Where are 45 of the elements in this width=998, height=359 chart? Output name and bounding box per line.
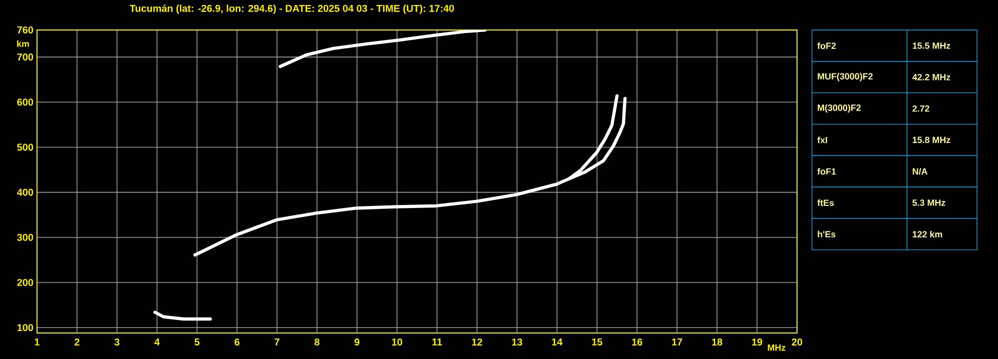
x-tick-label: 2 [74, 338, 80, 346]
x-tick-label: 18 [712, 338, 722, 346]
x-tick-label: 4 [154, 338, 160, 346]
chart-title: Tucumán (lat: -26.9, lon: 294.6) - DATE: 2025 04 03 - TIME (UT): 17:40 [130, 4, 454, 14]
text: MUF(3000)F2 [818, 72, 873, 82]
y-tick-label: 600 [17, 98, 34, 106]
x-tick-label: 15 [592, 338, 602, 346]
text: 122 km [912, 230, 942, 238]
x-tick-label: 19 [752, 338, 762, 346]
y-tick-label: 300 [17, 234, 34, 241]
x-tick-label: 16 [632, 338, 642, 346]
x-tick-label: 6 [234, 338, 240, 346]
text: 2.72 [912, 105, 930, 112]
text: 15.5 MHz [912, 42, 950, 49]
x-tick-label: 1 [34, 338, 40, 346]
x-tick-label: 5 [194, 338, 200, 346]
x-tick-label: 3 [114, 338, 120, 346]
y-tick-label: 500 [17, 144, 34, 151]
x-tick-label: 13 [512, 338, 522, 346]
text: fxI [817, 136, 828, 144]
text: foF2 [817, 42, 836, 49]
x-tick-label: 9 [354, 338, 360, 346]
text: ftEs [817, 199, 834, 206]
y-axis-title: km [17, 40, 29, 47]
x-axis-title: MHz [768, 344, 786, 351]
x-tick-label: 14 [552, 338, 562, 346]
text: 5.3 MHz [912, 200, 946, 206]
y-tick-label: 700 [17, 54, 34, 61]
x-tick-label: 10 [392, 338, 402, 346]
y-tick-label: 760 [17, 26, 34, 34]
y-tick-label: 100 [17, 324, 34, 332]
text: foF1 [817, 168, 836, 175]
x-tick-label: 8 [314, 338, 320, 346]
x-tick-label: 20 [792, 338, 802, 346]
x-tick-label: 11 [432, 338, 442, 346]
text: h'Es [818, 230, 836, 238]
text: 15.8 MHz [912, 136, 950, 144]
x-tick-label: 12 [472, 338, 482, 346]
y-tick-label: 200 [17, 278, 34, 286]
text: 42.2 MHz [912, 74, 950, 80]
text: N/A [912, 168, 928, 175]
x-tick-label: 7 [274, 338, 280, 346]
y-tick-label: 400 [17, 188, 34, 196]
x-tick-label: 17 [672, 338, 682, 346]
text: M(3000)F2 [818, 104, 861, 113]
